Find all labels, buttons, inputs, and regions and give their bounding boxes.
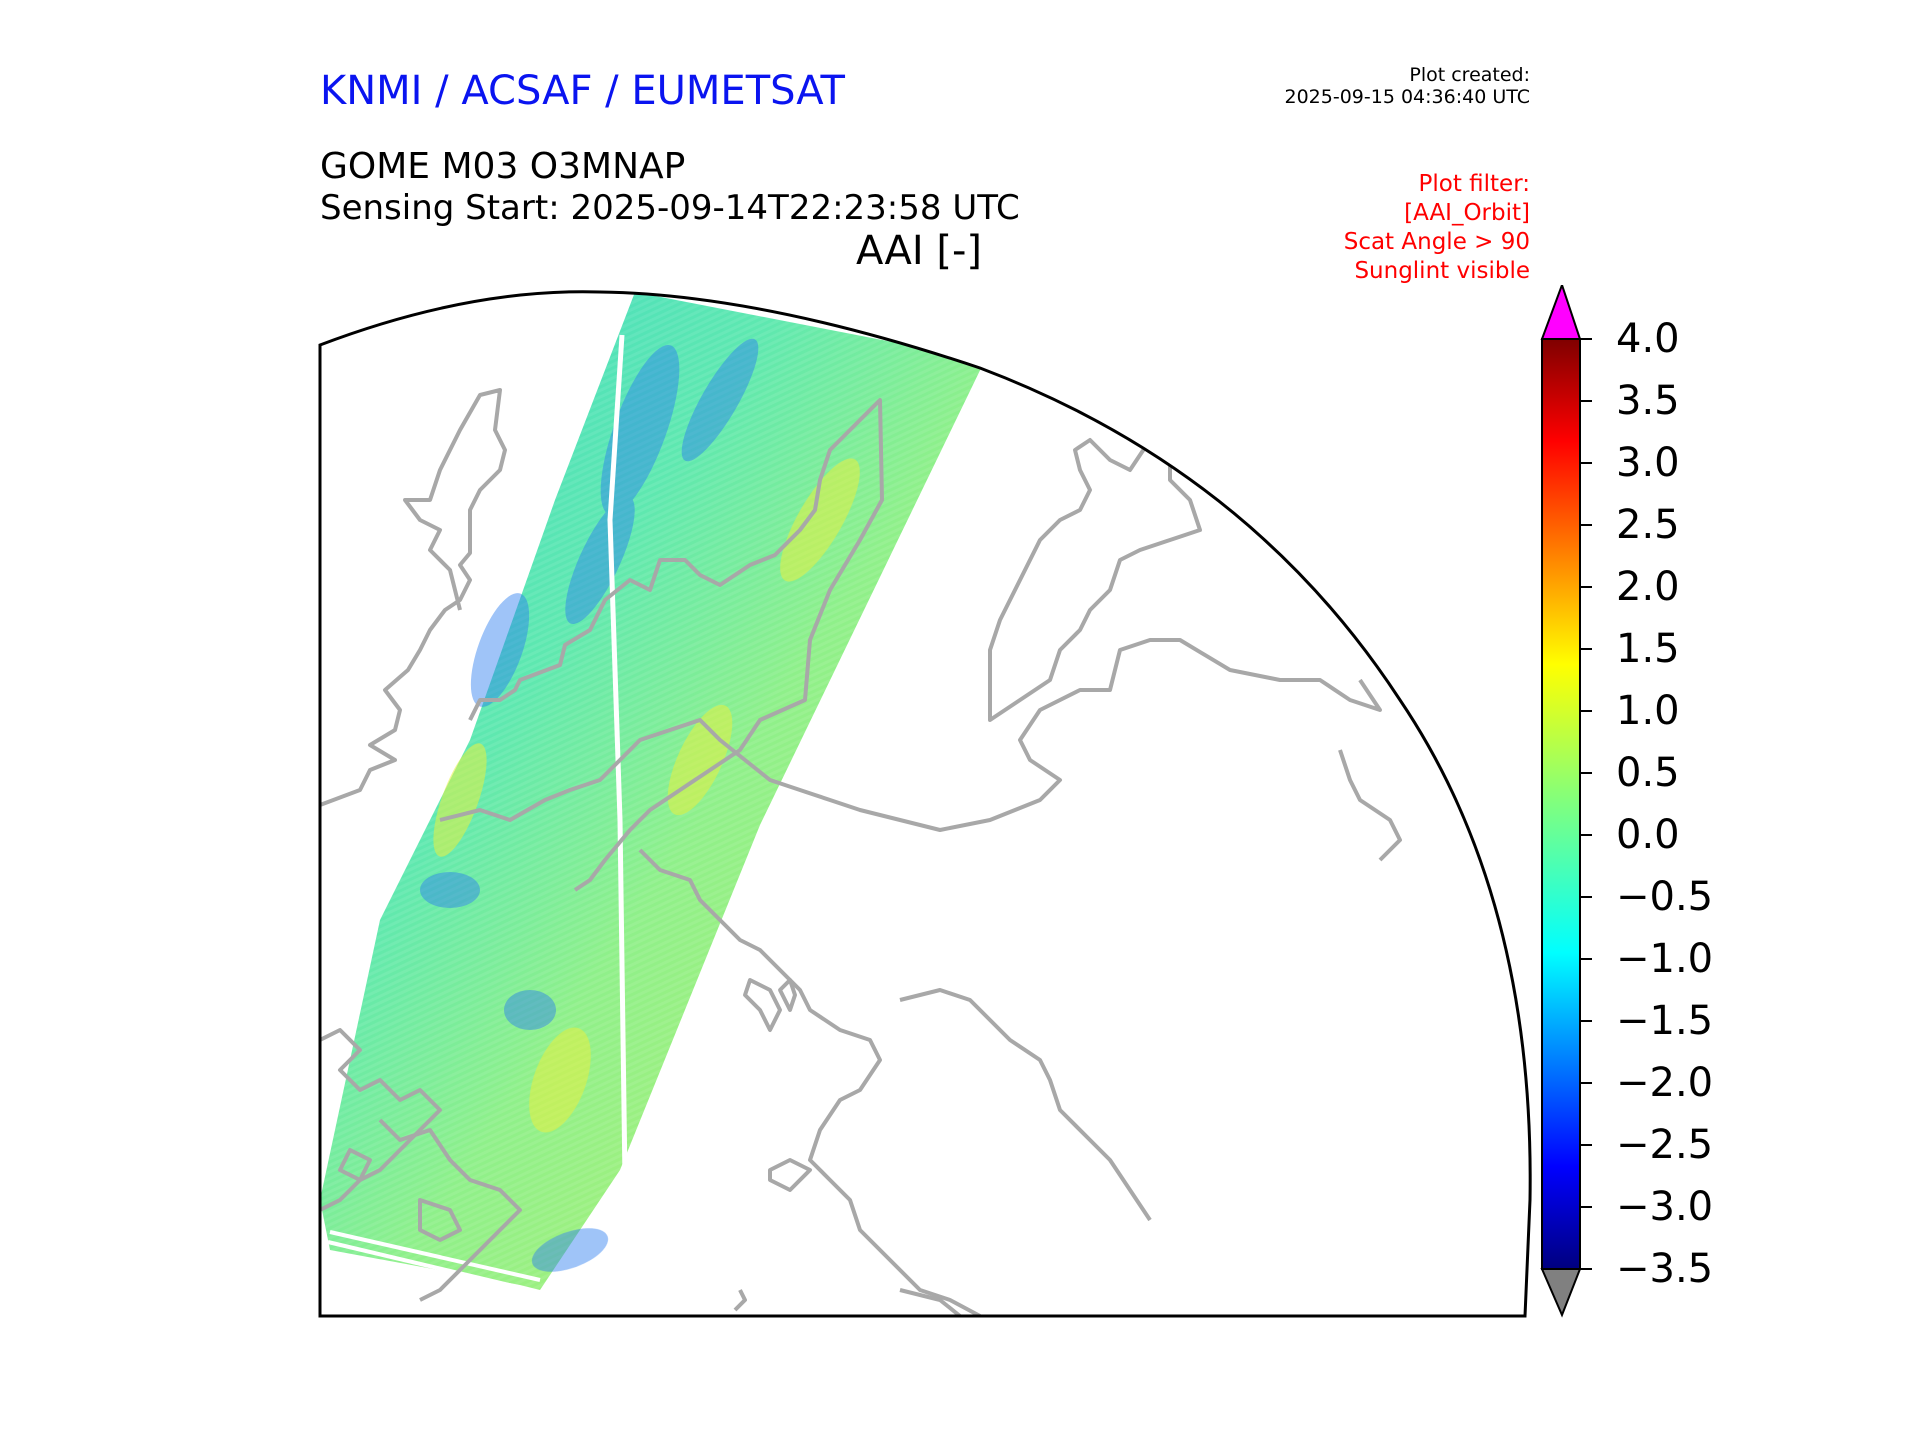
colorbar-tick-label: 1.0 xyxy=(1616,688,1680,734)
colorbar-tick-label: −3.0 xyxy=(1616,1184,1714,1230)
colorbar-tick-label: −2.0 xyxy=(1616,1060,1714,1106)
colorbar-tick-label: 0.0 xyxy=(1616,812,1680,858)
colorbar-over-triangle xyxy=(1540,285,1582,340)
colorbar-tick-label: −1.5 xyxy=(1616,998,1714,1044)
filter-line-3: Scat Angle > 90 xyxy=(1343,229,1530,255)
colorbar-tick-label: −0.5 xyxy=(1616,874,1714,920)
colorbar-gradient xyxy=(1541,338,1581,1270)
sensing-start: Sensing Start: 2025-09-14T22:23:58 UTC xyxy=(320,188,1020,228)
plot-created-info: Plot created: 2025-09-15 04:36:40 UTC xyxy=(1285,64,1531,108)
map-frame xyxy=(318,290,1532,1318)
colorbar xyxy=(1540,285,1592,1318)
colorbar-tick-label: 0.5 xyxy=(1616,750,1680,796)
colorbar-tick-label: −1.0 xyxy=(1616,936,1714,982)
filter-line-4: Sunglint visible xyxy=(1354,258,1530,284)
map-area xyxy=(320,292,1402,1317)
low-aai-features xyxy=(420,338,759,1272)
colorbar-tick-label: 4.0 xyxy=(1616,316,1680,362)
colorbar-tick-label: 3.0 xyxy=(1616,440,1680,486)
plot-created-time: 2025-09-15 04:36:40 UTC xyxy=(1284,86,1531,108)
orbit-gap-line xyxy=(607,334,628,1181)
colorbar-tick-label: 2.5 xyxy=(1616,502,1680,548)
plot-filter: Plot filter: [AAI_Orbit] Scat Angle > 90… xyxy=(1344,170,1530,286)
colorbar-tick-label: 2.0 xyxy=(1616,564,1680,610)
plot-created-label: Plot created: xyxy=(1409,64,1530,86)
variable-title: AAI [-] xyxy=(856,228,982,274)
colorbar-tick-label: 1.5 xyxy=(1616,626,1680,672)
colorbar-tick-label: 3.5 xyxy=(1616,378,1680,424)
filter-line-2: [AAI_Orbit] xyxy=(1404,200,1530,226)
colorbar-under-triangle xyxy=(1540,1268,1582,1318)
colorbar-tick-label: −3.5 xyxy=(1616,1246,1714,1292)
colorbar-tick-label: −2.5 xyxy=(1616,1122,1714,1168)
filter-line-1: Plot filter: xyxy=(1418,171,1530,197)
product-name: GOME M03 O3MNAP xyxy=(320,146,686,187)
org-title: KNMI / ACSAF / EUMETSAT xyxy=(320,68,845,114)
